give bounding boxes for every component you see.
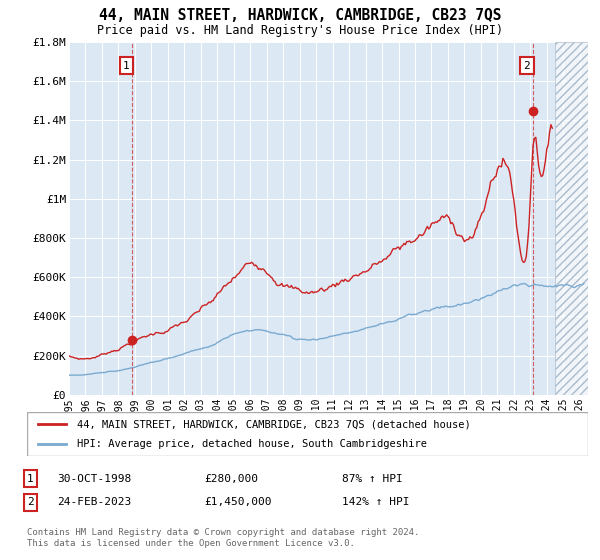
Text: £1,450,000: £1,450,000 (204, 497, 271, 507)
Text: Price paid vs. HM Land Registry's House Price Index (HPI): Price paid vs. HM Land Registry's House … (97, 24, 503, 36)
FancyBboxPatch shape (27, 412, 588, 456)
Text: 44, MAIN STREET, HARDWICK, CAMBRIDGE, CB23 7QS: 44, MAIN STREET, HARDWICK, CAMBRIDGE, CB… (99, 8, 501, 24)
Text: 24-FEB-2023: 24-FEB-2023 (57, 497, 131, 507)
Text: 30-OCT-1998: 30-OCT-1998 (57, 474, 131, 484)
Text: HPI: Average price, detached house, South Cambridgeshire: HPI: Average price, detached house, Sout… (77, 439, 427, 449)
Bar (555, 42, 588, 395)
Text: 2: 2 (27, 497, 34, 507)
Text: 2: 2 (523, 60, 530, 71)
Text: 1: 1 (27, 474, 34, 484)
Text: 87% ↑ HPI: 87% ↑ HPI (342, 474, 403, 484)
Text: Contains HM Land Registry data © Crown copyright and database right 2024.
This d: Contains HM Land Registry data © Crown c… (27, 528, 419, 548)
Text: £280,000: £280,000 (204, 474, 258, 484)
Text: 1: 1 (123, 60, 130, 71)
Bar (555, 42, 588, 395)
Text: 142% ↑ HPI: 142% ↑ HPI (342, 497, 409, 507)
Text: 44, MAIN STREET, HARDWICK, CAMBRIDGE, CB23 7QS (detached house): 44, MAIN STREET, HARDWICK, CAMBRIDGE, CB… (77, 419, 471, 429)
